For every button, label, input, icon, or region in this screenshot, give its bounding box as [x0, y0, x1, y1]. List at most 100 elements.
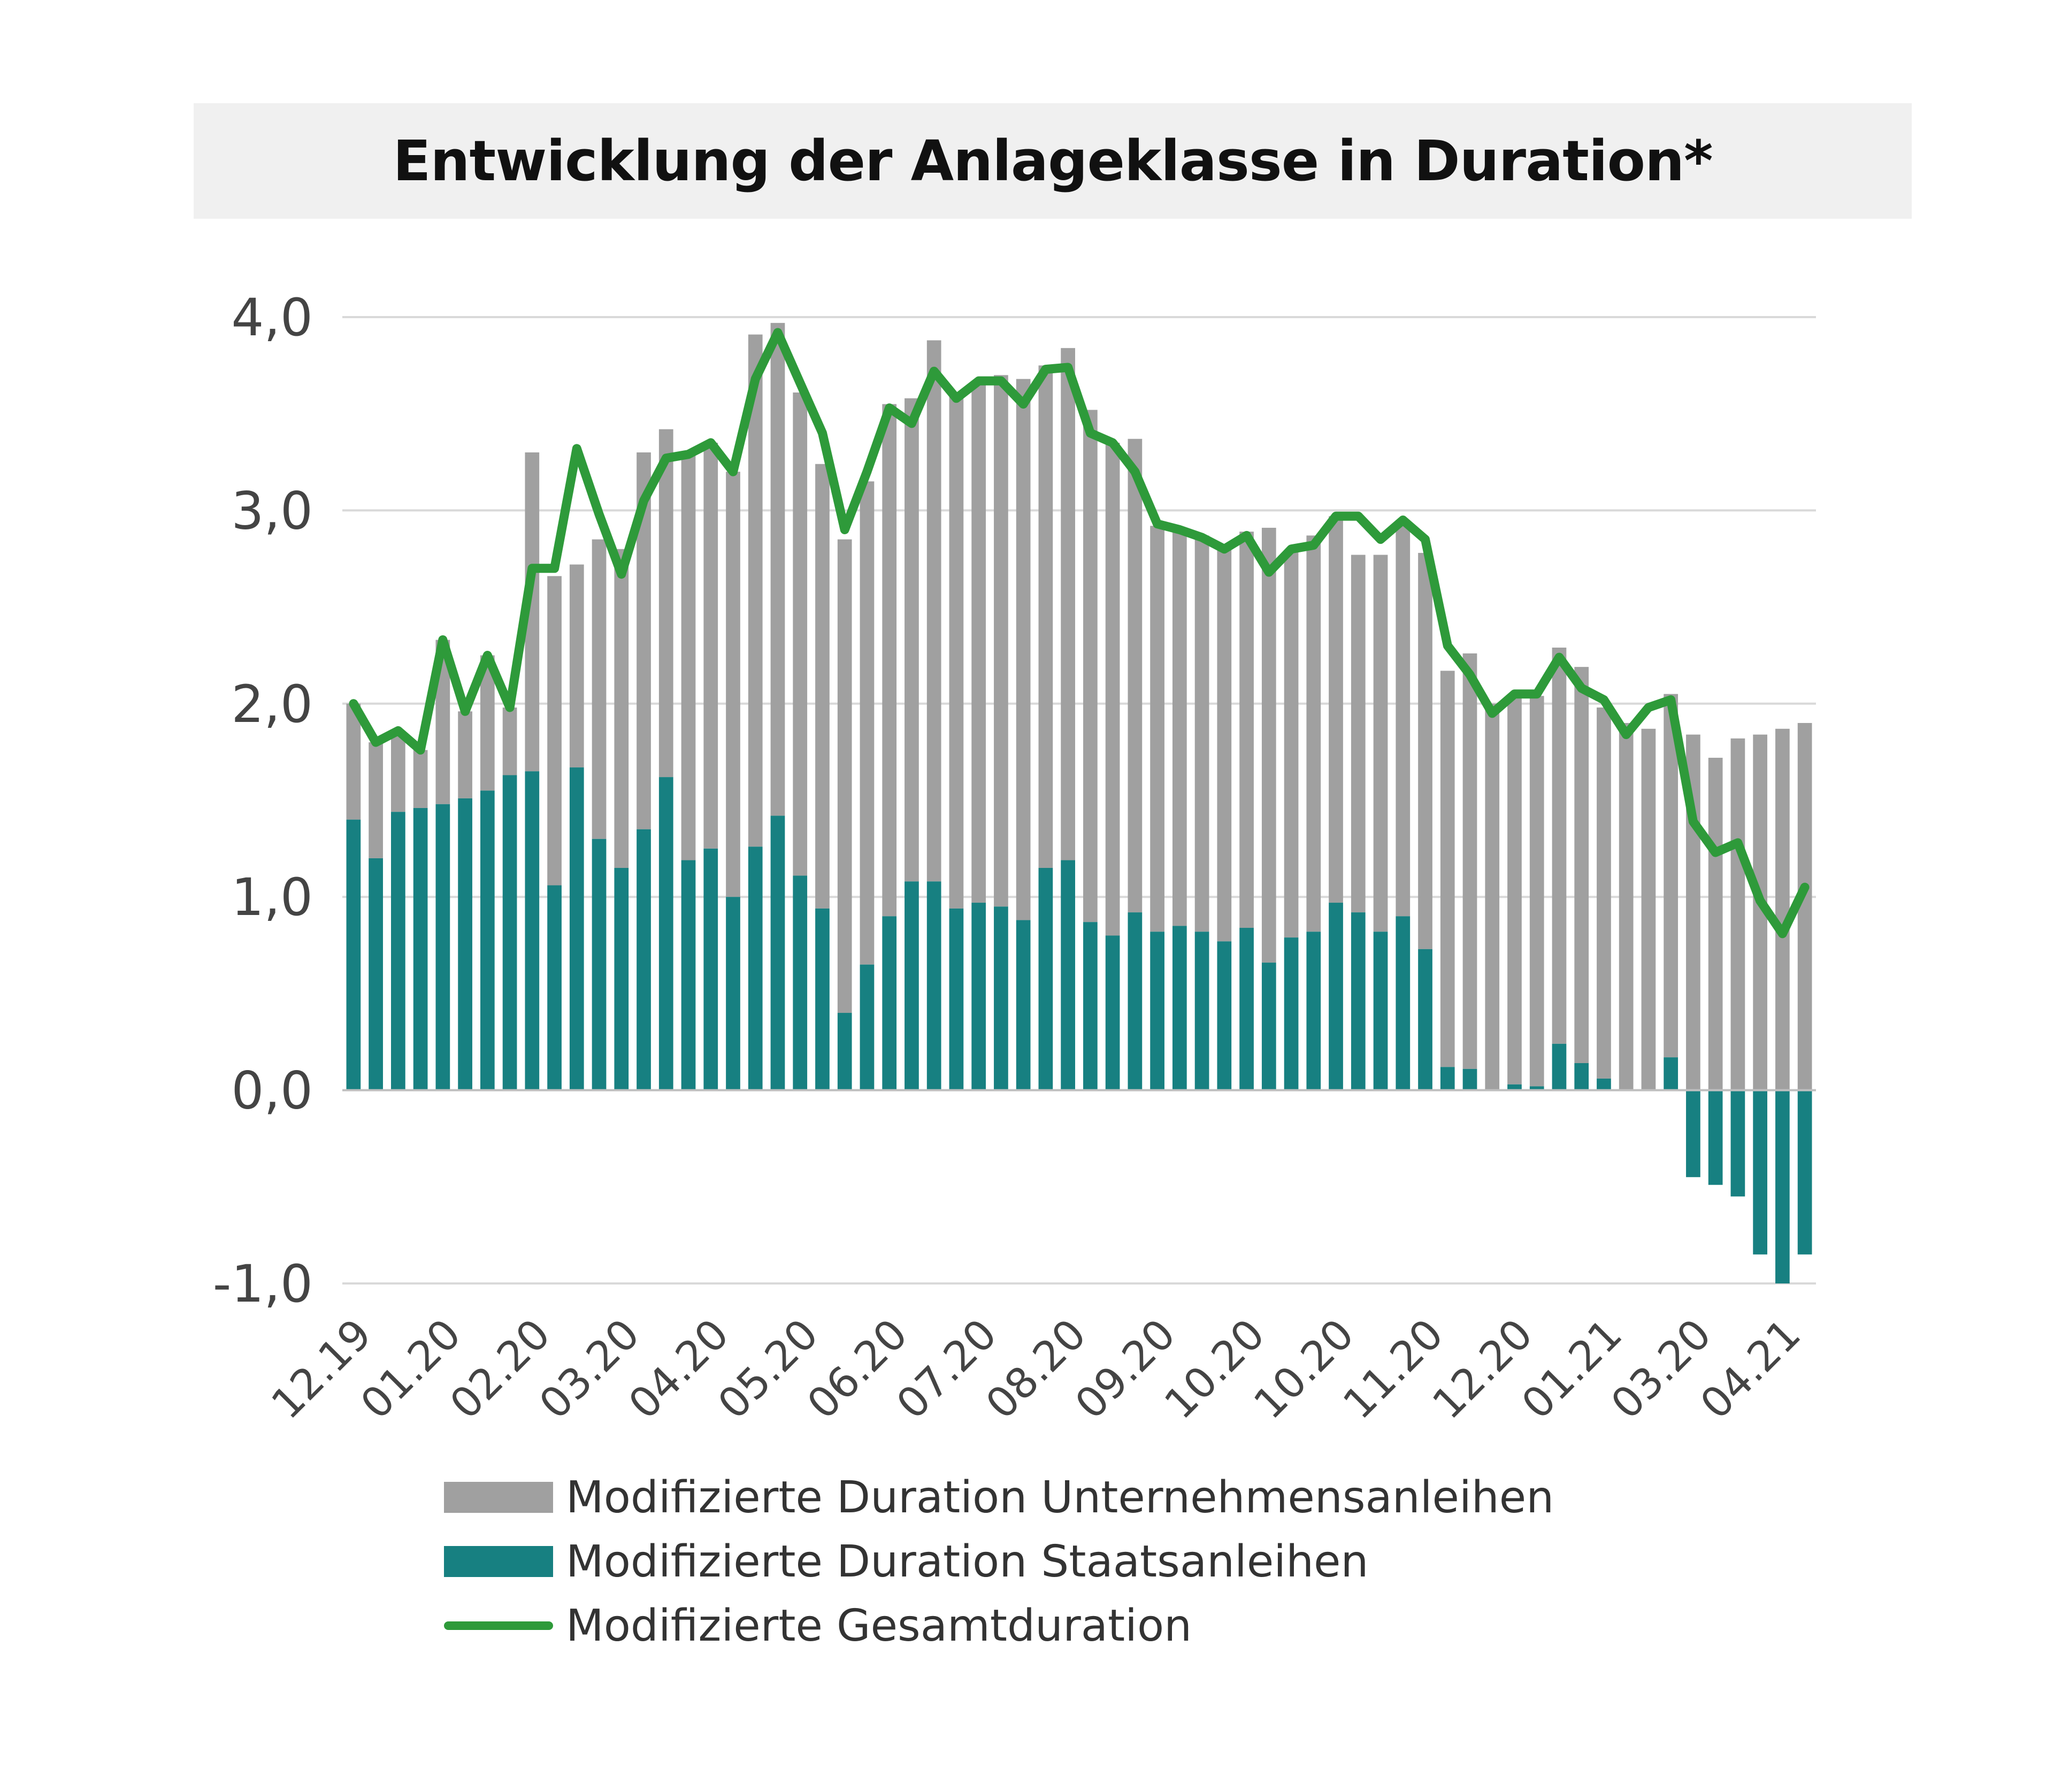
legend-label-corporate: Modifizierte Duration Unternehmensanleih…	[566, 1472, 1554, 1523]
x-tick-label: 10.20	[1155, 1310, 1274, 1429]
series-government-bars	[346, 767, 1812, 1283]
x-tick-label: 01.21	[1513, 1310, 1631, 1429]
bar-government	[905, 881, 919, 1090]
bar-corporate	[748, 334, 763, 847]
bar-government	[1708, 1090, 1723, 1185]
bar-corporate	[681, 454, 696, 860]
bar-government	[1329, 903, 1343, 1090]
bar-government	[815, 908, 830, 1090]
bar-government	[1462, 1068, 1477, 1090]
bar-corporate	[1597, 707, 1611, 1079]
bar-government	[346, 819, 361, 1090]
bar-government	[1440, 1067, 1455, 1090]
x-tick-label: 12.20	[1423, 1310, 1542, 1429]
bar-corporate	[1329, 516, 1343, 903]
bar-government	[703, 848, 718, 1090]
bar-government	[614, 867, 629, 1090]
bar-government	[1597, 1078, 1611, 1090]
bar-corporate	[905, 398, 919, 882]
bar-corporate	[614, 549, 629, 868]
bar-corporate	[413, 750, 428, 808]
bar-government	[1217, 941, 1232, 1090]
bar-corporate	[837, 539, 852, 1013]
bar-government	[458, 798, 472, 1090]
bar-corporate	[1172, 529, 1187, 926]
bar-government	[1128, 912, 1143, 1090]
bar-government	[1775, 1090, 1790, 1283]
bar-government	[658, 777, 673, 1090]
bar-corporate	[1061, 348, 1075, 860]
x-tick-label: 10.20	[1245, 1310, 1363, 1429]
bar-government	[1351, 912, 1366, 1090]
bar-corporate	[658, 429, 673, 778]
legend: Modifizierte Duration Unternehmensanleih…	[444, 1465, 1554, 1658]
bar-government	[1396, 916, 1411, 1090]
legend-label-government: Modifizierte Duration Staatsanleihen	[566, 1536, 1369, 1587]
bar-government	[1507, 1084, 1522, 1090]
bar-government	[1172, 926, 1187, 1090]
bar-corporate	[1194, 535, 1209, 932]
bar-government	[390, 812, 405, 1090]
x-tick-label: 11.20	[1334, 1310, 1453, 1429]
bar-corporate	[569, 564, 584, 768]
bar-government	[637, 829, 651, 1090]
bar-corporate	[1105, 442, 1120, 936]
bar-government	[1797, 1090, 1812, 1255]
legend-item-government: Modifizierte Duration Staatsanleihen	[444, 1529, 1554, 1594]
chart-title: Entwicklung der Anlageklasse in Duration…	[393, 128, 1713, 194]
bar-government	[1529, 1086, 1544, 1090]
x-tick-label: 12.19	[263, 1310, 381, 1429]
grid-lines	[342, 316, 1816, 1285]
bar-government	[1239, 928, 1254, 1090]
bar-corporate	[926, 340, 941, 882]
bar-corporate	[592, 539, 607, 839]
x-tick-label: 09.20	[1066, 1310, 1185, 1429]
bar-corporate	[1418, 552, 1432, 949]
bar-corporate	[793, 392, 808, 876]
bar-corporate	[1641, 728, 1656, 1090]
bar-government	[793, 875, 808, 1090]
bar-corporate	[882, 404, 897, 917]
x-tick-label: 04.20	[620, 1310, 739, 1429]
legend-label-total: Modifizierte Gesamtduration	[566, 1600, 1192, 1651]
line-total-duration	[349, 328, 1810, 939]
bar-government	[502, 775, 517, 1090]
x-tick-label: 08.20	[977, 1310, 1096, 1429]
y-tick-label: 4,0	[231, 288, 313, 348]
x-tick-label: 03.20	[1602, 1310, 1721, 1429]
bar-corporate	[1284, 551, 1299, 938]
bar-corporate	[458, 711, 472, 798]
y-tick-label: -1,0	[213, 1254, 313, 1314]
chart-title-box: Entwicklung der Anlageklasse in Duration…	[194, 103, 1912, 219]
bar-corporate	[1217, 545, 1232, 942]
x-tick-label: 04.21	[1691, 1310, 1810, 1429]
bar-government	[837, 1013, 852, 1090]
bar-government	[1418, 949, 1432, 1090]
series-corporate-bars	[346, 322, 1812, 1090]
bar-government	[480, 790, 495, 1090]
bar-corporate	[949, 396, 964, 909]
bar-government	[1574, 1063, 1589, 1090]
bar-government	[926, 881, 941, 1090]
bar-government	[1730, 1090, 1745, 1197]
bar-corporate	[1016, 379, 1031, 920]
bar-corporate	[994, 375, 1008, 907]
bar-corporate	[390, 730, 405, 812]
bar-government	[882, 916, 897, 1090]
bar-corporate	[1485, 703, 1500, 1090]
bar-government	[1686, 1090, 1700, 1178]
bar-government	[1306, 932, 1321, 1090]
bar-corporate	[1128, 439, 1143, 913]
bar-government	[569, 767, 584, 1090]
bar-corporate	[1730, 738, 1745, 1090]
y-axis-ticks: 4,0 3,0 2,0 1,0 0,0 -1,0	[213, 288, 313, 1314]
bar-government	[525, 771, 540, 1090]
y-tick-label: 3,0	[231, 481, 313, 541]
bar-government	[1105, 935, 1120, 1090]
legend-swatch-total	[444, 1621, 553, 1630]
legend-item-corporate: Modifizierte Duration Unternehmensanleih…	[444, 1465, 1554, 1529]
bar-corporate	[547, 576, 562, 886]
bar-corporate	[1619, 722, 1634, 1090]
bar-corporate	[1038, 365, 1053, 868]
